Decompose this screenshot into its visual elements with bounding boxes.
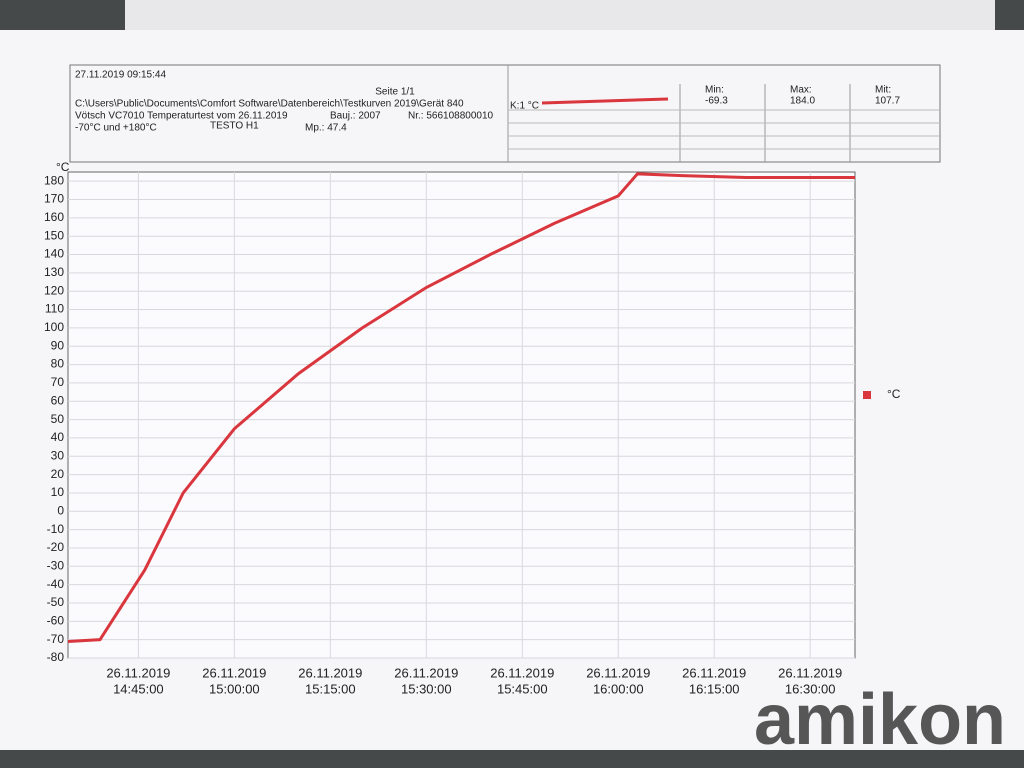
y-tick-label: -70 <box>47 632 65 646</box>
header-box <box>69 64 941 163</box>
x-tick-label: 15:45:00 <box>497 681 548 696</box>
x-tick-label: 16:15:00 <box>689 681 740 696</box>
y-tick-label: -30 <box>47 558 65 572</box>
x-tick-label: 26.11.2019 <box>586 665 650 680</box>
stat-value: -69.3 <box>705 96 728 107</box>
stats: Min:-69.3 Max:184.0 Mit:107.7 <box>508 84 940 162</box>
serial-number: Nr.: 566108800010 <box>408 111 494 122</box>
x-tick-label: 15:15:00 <box>305 681 356 696</box>
stat-label: Mit: <box>875 85 891 96</box>
stat-value: 184.0 <box>790 96 815 107</box>
legend-label: °C <box>887 387 901 401</box>
y-tick-label: -50 <box>47 595 65 609</box>
device: TESTO H1 <box>210 121 259 132</box>
x-tick-label: 26.11.2019 <box>394 665 458 680</box>
x-tick-label: 26.11.2019 <box>778 665 842 680</box>
x-tick-label: 16:00:00 <box>593 681 644 696</box>
x-tick-label: 16:30:00 <box>785 681 836 696</box>
page-number: Seite 1/1 <box>375 87 415 98</box>
y-tick-label: 0 <box>57 503 64 517</box>
x-tick-label: 26.11.2019 <box>490 665 554 680</box>
y-unit: °C <box>56 160 70 174</box>
watermark: amikon <box>754 680 1006 760</box>
y-tick-label: 70 <box>51 375 65 389</box>
data-line <box>67 172 855 643</box>
y-tick-label: 40 <box>51 430 65 444</box>
build-year: Bauj.: 2007 <box>330 111 381 122</box>
plot: °C -80 -70 -60 -50 -40 -30 -20 -10 0 10 20 30 40 50 60 7… <box>44 160 901 696</box>
y-tick-label: -40 <box>47 577 65 591</box>
y-tick-label: -10 <box>47 522 65 536</box>
mp: Mp.: 47.4 <box>305 123 347 134</box>
x-tick-label: 15:00:00 <box>209 681 260 696</box>
y-tick-label: 140 <box>44 247 64 261</box>
x-tick-label: 26.11.2019 <box>682 665 746 680</box>
y-tick-label: 180 <box>44 173 64 187</box>
temp-range: -70°C und +180°C <box>75 123 157 134</box>
y-tick-label: -60 <box>47 613 65 627</box>
test-name: Vötsch VC7010 Temperaturtest vom 26.11.2… <box>75 111 288 122</box>
plot-area <box>67 171 856 659</box>
y-tick-label: 80 <box>51 357 65 371</box>
y-tick-label: 130 <box>44 265 64 279</box>
y-tick-label: -80 <box>47 650 65 664</box>
x-tick-label: 26.11.2019 <box>106 665 170 680</box>
legend-swatch <box>863 391 871 399</box>
y-tick-label: 170 <box>44 192 64 206</box>
y-tick-label: 100 <box>44 320 64 334</box>
file-path: C:\Users\Public\Documents\Comfort Softwa… <box>75 99 464 110</box>
y-tick-label: 150 <box>44 228 64 242</box>
y-tick-label: 160 <box>44 210 64 224</box>
y-tick-label: 20 <box>51 467 65 481</box>
x-tick-label: 14:45:00 <box>113 681 164 696</box>
x-tick-label: 26.11.2019 <box>202 665 266 680</box>
y-tick-label: 120 <box>44 283 64 297</box>
stat-value: 107.7 <box>875 96 900 107</box>
y-tick-label: 90 <box>51 338 65 352</box>
y-tick-label: 10 <box>51 485 65 499</box>
stat-label: Min: <box>705 85 724 96</box>
x-tick-label: 26.11.2019 <box>298 665 362 680</box>
channel-swatch <box>541 97 669 105</box>
x-tick-label: 15:30:00 <box>401 681 452 696</box>
y-tick-label: 50 <box>51 412 65 426</box>
channel: K:1 °C <box>510 101 539 112</box>
printed-date: 27.11.2019 09:15:44 <box>75 70 166 81</box>
y-tick-label: 30 <box>51 448 65 462</box>
y-tick-label: -20 <box>47 540 65 554</box>
stat-label: Max: <box>790 85 812 96</box>
y-tick-label: 60 <box>51 393 65 407</box>
y-tick-label: 110 <box>45 302 64 316</box>
